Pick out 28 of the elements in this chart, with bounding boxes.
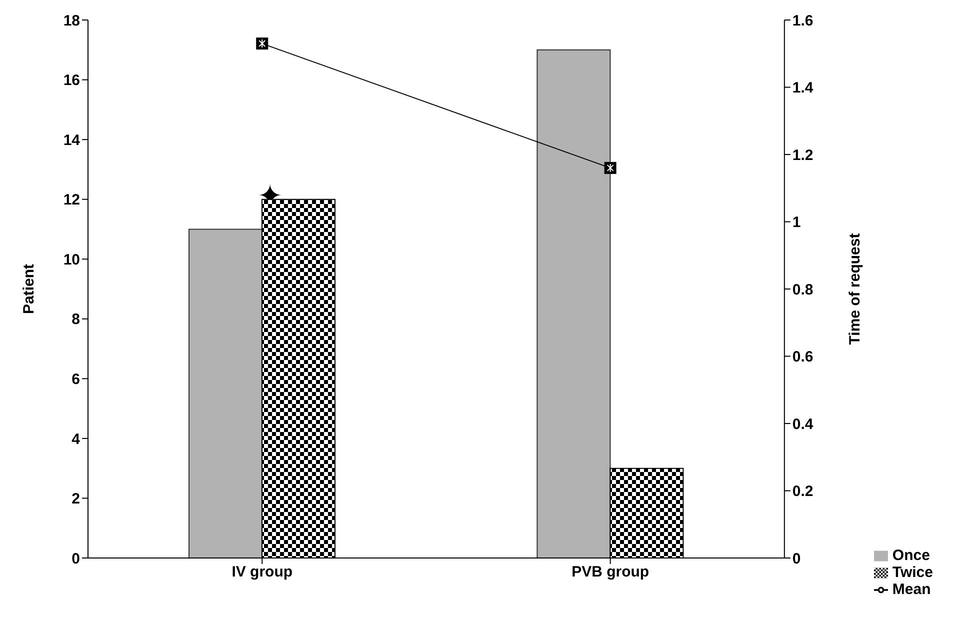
legend-label: Mean (892, 581, 931, 598)
bar (536, 49, 611, 558)
y2-tick-label: 0.2 (792, 483, 814, 500)
y2-tick-label: 1.6 (792, 12, 814, 30)
y2-tick-label: 0.8 (792, 281, 814, 298)
y-tick-label: 6 (72, 370, 80, 388)
bar (188, 228, 262, 558)
y-tick-label: 18 (63, 12, 80, 30)
x-tick-label: IV group (232, 564, 293, 581)
y-tick-label: 4 (72, 430, 81, 448)
y2-axis-title: Time of request (846, 233, 864, 345)
y2-tick-label: 0.4 (792, 416, 814, 433)
y-tick-label: 0 (72, 550, 80, 568)
y2-tick-label: 1 (792, 214, 801, 232)
y-tick-label: 8 (72, 311, 80, 328)
y2-tick-label: 0 (792, 550, 801, 568)
x-tick-label: PVB group (572, 564, 650, 581)
y-tick-label: 10 (63, 251, 80, 268)
y2-tick-label: 0.6 (792, 348, 814, 366)
y-tick-label: 2 (72, 490, 80, 508)
y-tick-label: 14 (63, 132, 81, 149)
y-tick-label: 12 (63, 192, 80, 209)
y2-tick-label: 1.2 (792, 146, 814, 164)
y2-tick-label: 1.4 (792, 80, 814, 97)
y-axis-title: Patient (20, 264, 38, 314)
legend-label: Once (892, 547, 930, 564)
y-tick-label: 16 (63, 72, 80, 90)
legend-label: Twice (892, 564, 933, 581)
